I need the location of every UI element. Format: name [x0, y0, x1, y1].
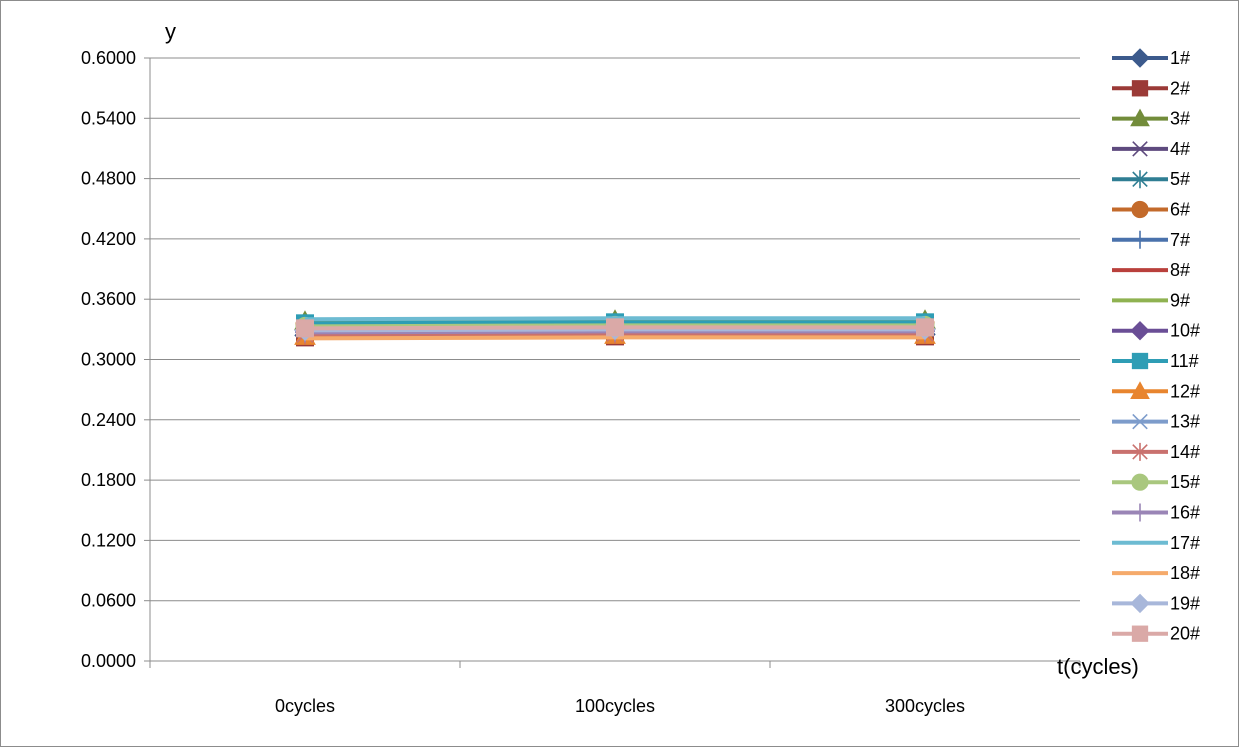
- legend-label: 12#: [1170, 381, 1200, 401]
- data-point: [916, 318, 934, 337]
- series-20: [296, 318, 934, 338]
- legend-marker: [1131, 473, 1149, 491]
- legend-marker: [1132, 141, 1148, 157]
- legend-label: 1#: [1170, 48, 1190, 68]
- legend-marker: [1131, 230, 1149, 249]
- legend-item: 6#: [1112, 200, 1190, 220]
- x-tick-label: 0cycles: [275, 696, 335, 716]
- y-tick-label: 0.0600: [81, 591, 136, 611]
- legend-item: 13#: [1112, 412, 1200, 432]
- legend-marker: [1131, 200, 1149, 219]
- data-point: [296, 319, 314, 338]
- legend-label: 4#: [1170, 139, 1190, 159]
- legend-label: 17#: [1170, 533, 1200, 553]
- x-axis-title: t(cycles): [1057, 654, 1139, 679]
- y-tick-label: 0.1800: [81, 470, 136, 490]
- y-tick-label: 0.1200: [81, 530, 136, 550]
- y-tick-label: 0.3600: [81, 289, 136, 309]
- y-tick-label: 0.4200: [81, 229, 136, 249]
- x-tick-label: 100cycles: [575, 696, 655, 716]
- legend-label: 7#: [1170, 230, 1190, 250]
- legend-item: 17#: [1112, 533, 1200, 553]
- legend-marker: [1130, 381, 1150, 399]
- series-group: [294, 309, 936, 347]
- legend-label: 18#: [1170, 563, 1200, 583]
- legend-item: 4#: [1112, 139, 1190, 159]
- series-17: [304, 316, 925, 322]
- legend-label: 8#: [1170, 260, 1190, 280]
- y-tick-label: 0.6000: [81, 48, 136, 68]
- legend-marker: [1132, 413, 1148, 430]
- legend-marker: [1130, 108, 1150, 127]
- legend-label: 16#: [1170, 503, 1200, 523]
- legend-label: 14#: [1170, 442, 1200, 462]
- legend-item: 20#: [1112, 624, 1200, 644]
- legend-item: 9#: [1112, 290, 1190, 310]
- legend-marker: [1130, 48, 1150, 68]
- legend-marker: [1132, 442, 1148, 461]
- legend-item: 8#: [1112, 260, 1190, 280]
- y-tick-label: 0.3000: [81, 350, 136, 370]
- legend-marker: [1130, 320, 1150, 341]
- legend-label: 2#: [1170, 78, 1190, 98]
- legend-item: 11#: [1112, 351, 1199, 371]
- legend-marker: [1131, 80, 1149, 97]
- legend-item: 2#: [1112, 78, 1190, 98]
- legend-item: 16#: [1112, 503, 1200, 523]
- legend-marker: [1131, 503, 1149, 522]
- legend-item: 3#: [1112, 108, 1190, 129]
- legend-item: 1#: [1112, 48, 1190, 68]
- legend-marker: [1131, 625, 1149, 642]
- series-line: [304, 316, 925, 322]
- legend-label: 10#: [1170, 321, 1200, 341]
- legend-label: 3#: [1170, 109, 1190, 129]
- legend-label: 19#: [1170, 593, 1200, 613]
- y-tick-label: 0.0000: [81, 651, 136, 671]
- legend: 1# 2# 3# 4# 5# 6# 7# 8# 9# 10# 11# 12# 13# 14# 15# 16# 1…: [1112, 48, 1200, 644]
- legend-item: 15#: [1112, 472, 1200, 492]
- legend-item: 5#: [1112, 169, 1190, 189]
- data-point: [606, 318, 624, 337]
- legend-label: 20#: [1170, 624, 1200, 644]
- legend-item: 14#: [1112, 442, 1200, 462]
- axes: [144, 57, 1081, 668]
- legend-item: 10#: [1112, 321, 1200, 341]
- legend-item: 7#: [1112, 230, 1190, 250]
- legend-label: 13#: [1170, 412, 1200, 432]
- legend-label: 11#: [1170, 351, 1199, 371]
- legend-label: 5#: [1170, 169, 1190, 189]
- x-tick-labels: 0cycles 100cycles 300cycles: [275, 696, 965, 716]
- legend-label: 6#: [1170, 200, 1190, 220]
- x-tick-label: 300cycles: [885, 696, 965, 716]
- legend-item: 18#: [1112, 563, 1200, 583]
- legend-label: 15#: [1170, 472, 1200, 492]
- legend-marker: [1131, 352, 1149, 370]
- legend-item: 19#: [1112, 593, 1200, 613]
- y-tick-label: 0.2400: [81, 410, 136, 430]
- y-axis-title: y: [165, 19, 176, 44]
- y-tick-label: 0.4800: [81, 169, 136, 189]
- legend-marker: [1130, 593, 1150, 614]
- y-tick-labels: 0.0000 0.0600 0.1200 0.1800 0.2400 0.3000 0.36…: [81, 48, 136, 671]
- y-tick-label: 0.5400: [81, 108, 136, 128]
- legend-label: 9#: [1170, 290, 1190, 310]
- gridlines: [150, 57, 1080, 602]
- legend-marker: [1132, 170, 1148, 189]
- legend-item: 12#: [1112, 381, 1200, 401]
